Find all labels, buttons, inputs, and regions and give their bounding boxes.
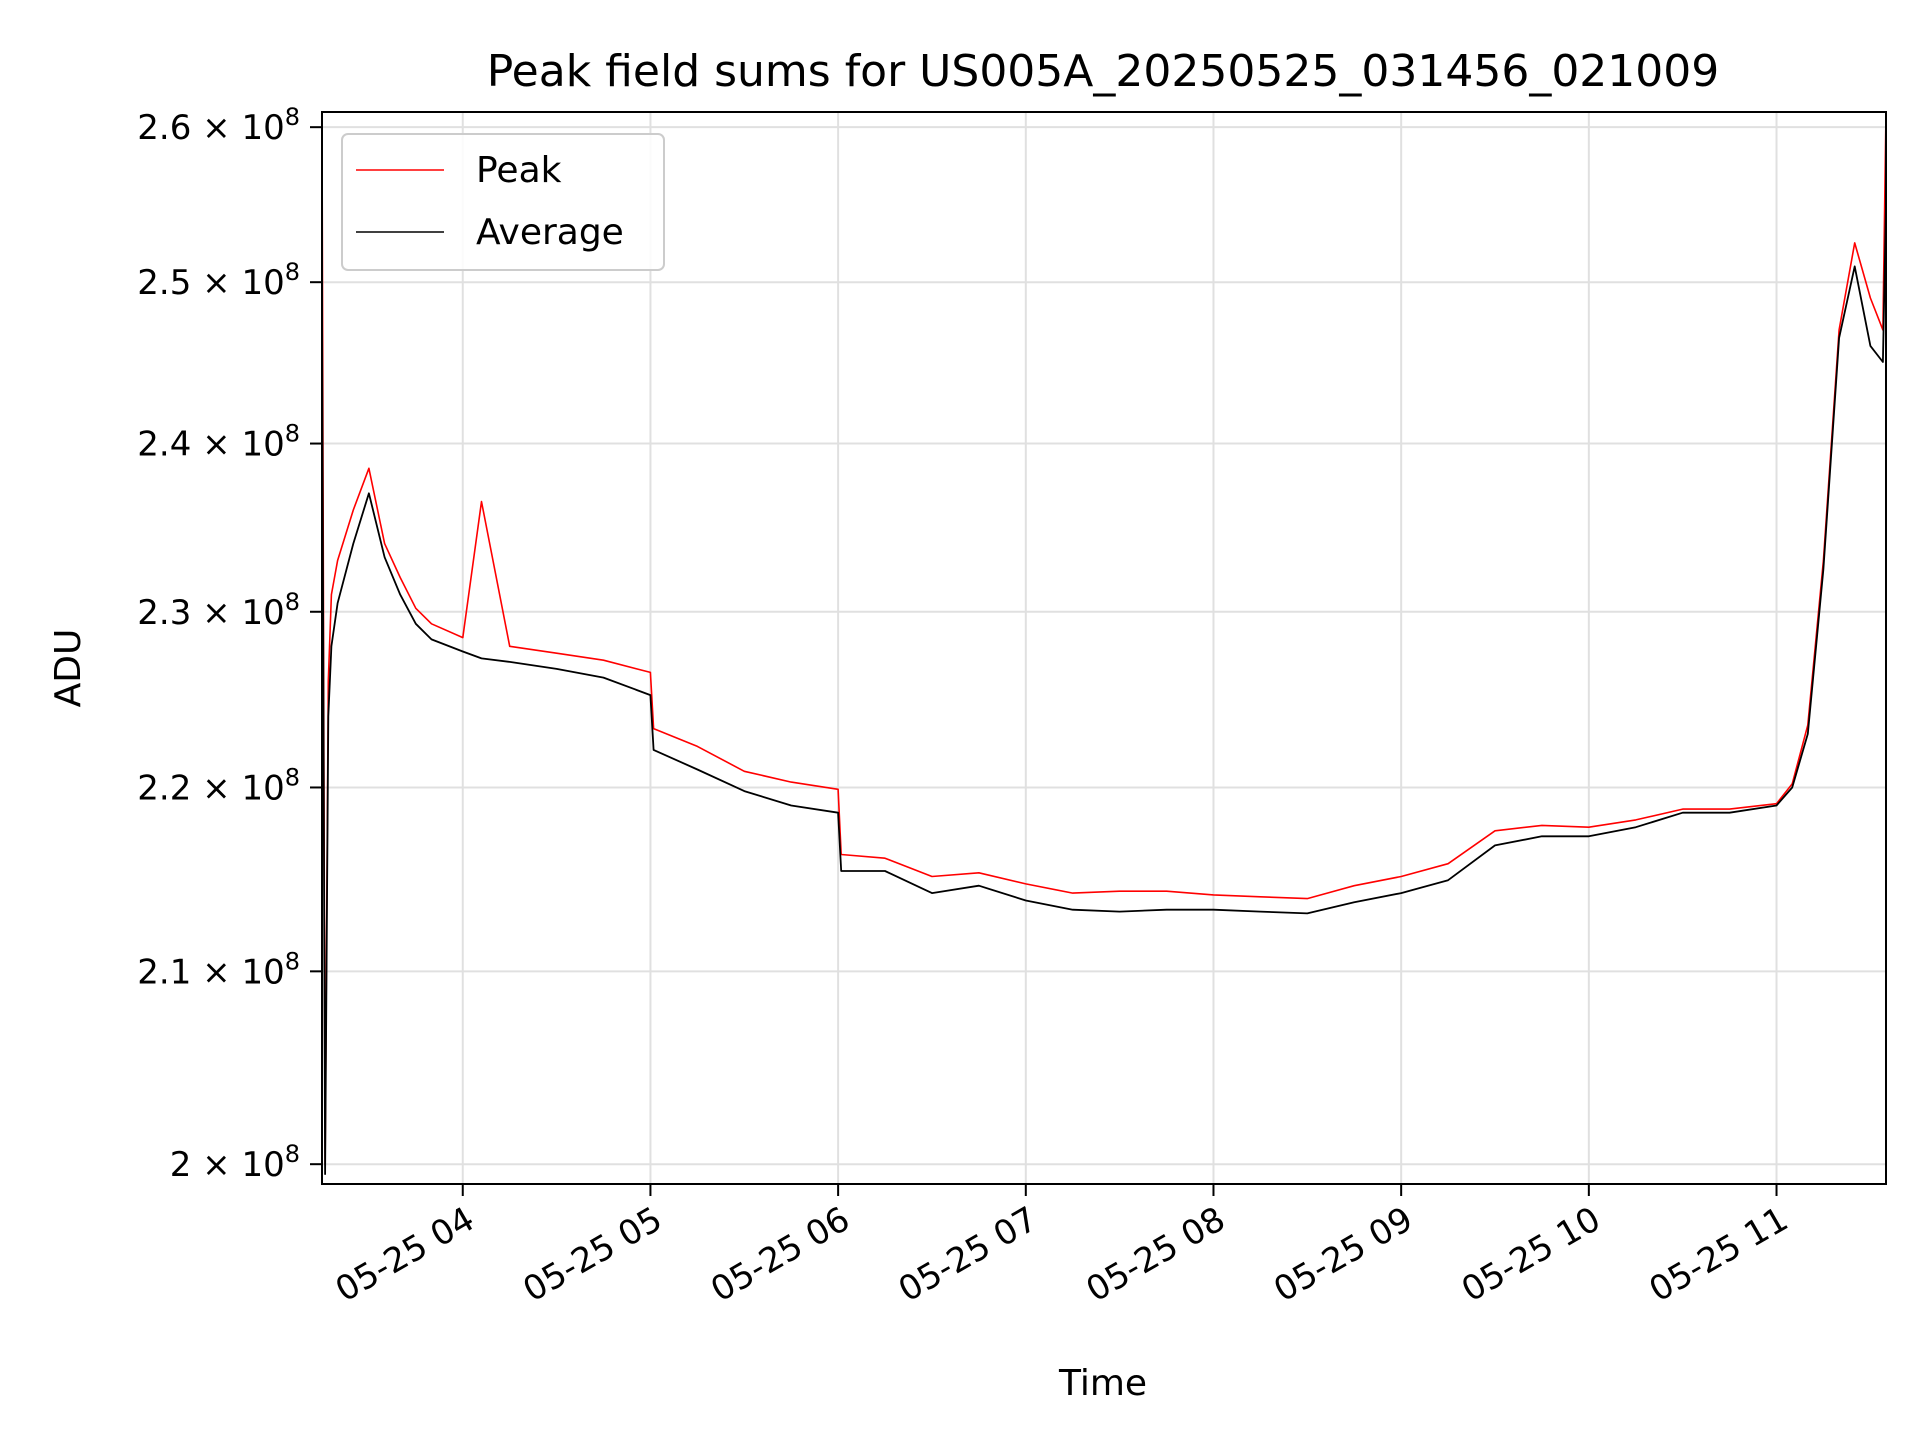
legend-label-average: Average [476,212,624,253]
y-tick-label: 2.2 × 108 [137,763,300,808]
y-tick-label: 2.3 × 108 [137,588,300,633]
chart-title: Peak field sums for US005A_20250525_0314… [487,46,1720,97]
axes-frame [321,111,1887,1185]
y-tick-label: 2.5 × 108 [137,258,300,303]
series-line-peak [321,111,1887,1165]
y-axis-label: ADU [48,629,89,708]
grid-layer [322,112,1886,1184]
y-axis: 2 × 108 2.1 × 108 2.2 × 108 2.3 × 108 2.4 × … [137,103,322,1185]
legend: Peak Average [341,133,665,271]
y-tick-label: 2.1 × 108 [137,947,300,992]
y-tick-label: 2.4 × 108 [137,420,300,465]
plot-area [321,111,1887,1175]
x-axis-label: Time [1058,1363,1147,1404]
y-tick-label: 2 × 108 [170,1140,300,1185]
y-tick-label: 2.6 × 108 [137,103,300,148]
series-line-average [321,203,1887,1175]
legend-box [341,133,665,271]
legend-label-peak: Peak [476,150,562,191]
